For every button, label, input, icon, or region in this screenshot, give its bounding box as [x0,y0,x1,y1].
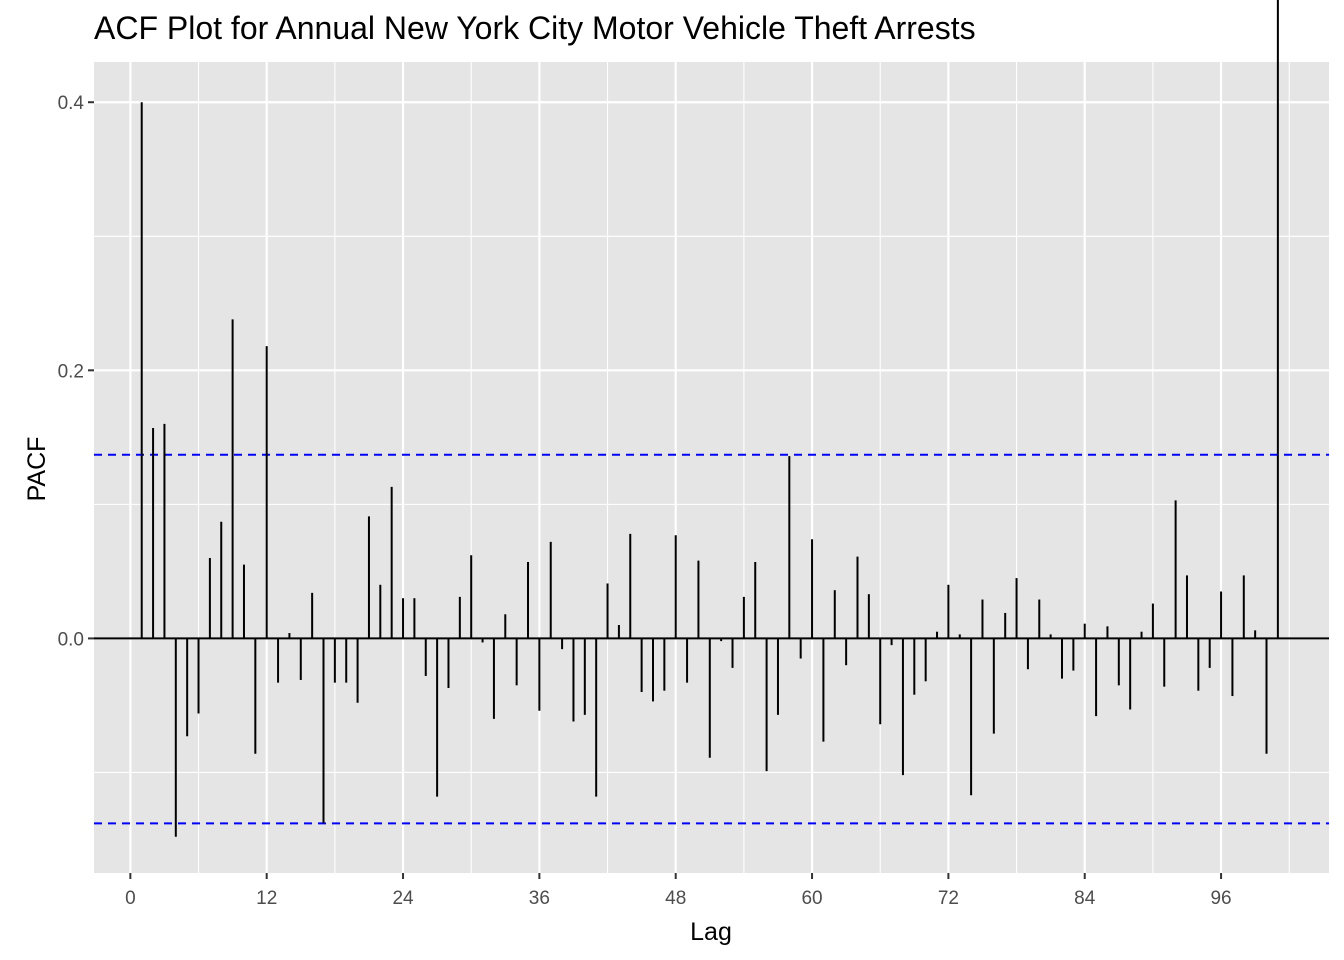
x-tick-label: 36 [529,888,550,909]
x-tick-label: 0 [125,888,136,909]
x-tick-label: 12 [256,888,277,909]
x-tick-label: 96 [1210,888,1231,909]
y-tick-label: 0.2 [58,361,84,382]
x-tick-label: 48 [665,888,686,909]
y-tick-label: 0.0 [58,629,84,650]
minor-gridlines [94,62,1329,873]
plot-panel [94,62,1329,873]
x-tick-label: 60 [801,888,822,909]
confidence-bounds [94,453,1329,825]
x-axis: 0 12 24 36 48 60 72 84 96 [125,873,1232,909]
x-tick-label: 84 [1074,888,1096,909]
x-tick-label: 72 [938,888,959,909]
chart-title: ACF Plot for Annual New York City Motor … [94,10,976,46]
x-tick-label: 24 [392,888,414,909]
pacf-bars [140,0,1279,837]
y-axis: 0.0 0.2 0.4 [58,93,94,650]
y-tick-label: 0.4 [58,93,85,114]
y-axis-title: PACF [23,437,51,502]
x-axis-title: Lag [690,918,732,946]
